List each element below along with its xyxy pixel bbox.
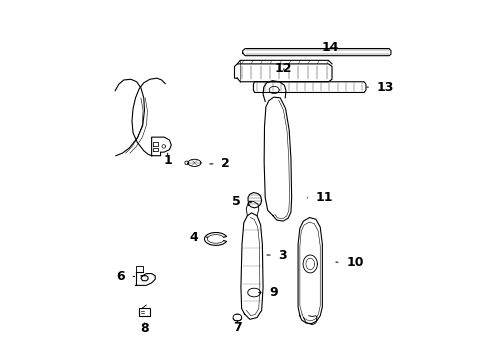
Text: 13: 13 xyxy=(366,81,393,94)
Text: 7: 7 xyxy=(232,321,241,334)
Text: 4: 4 xyxy=(189,231,207,244)
Text: 5: 5 xyxy=(232,195,251,208)
Text: 14: 14 xyxy=(321,41,338,54)
Text: 9: 9 xyxy=(258,286,278,299)
Text: 11: 11 xyxy=(306,192,333,204)
Text: 8: 8 xyxy=(140,323,148,336)
Text: 1: 1 xyxy=(163,153,172,167)
Text: 10: 10 xyxy=(335,256,363,269)
Text: 3: 3 xyxy=(266,248,286,261)
Text: 2: 2 xyxy=(209,157,229,170)
Text: 6: 6 xyxy=(116,270,134,283)
Text: 12: 12 xyxy=(274,62,292,75)
